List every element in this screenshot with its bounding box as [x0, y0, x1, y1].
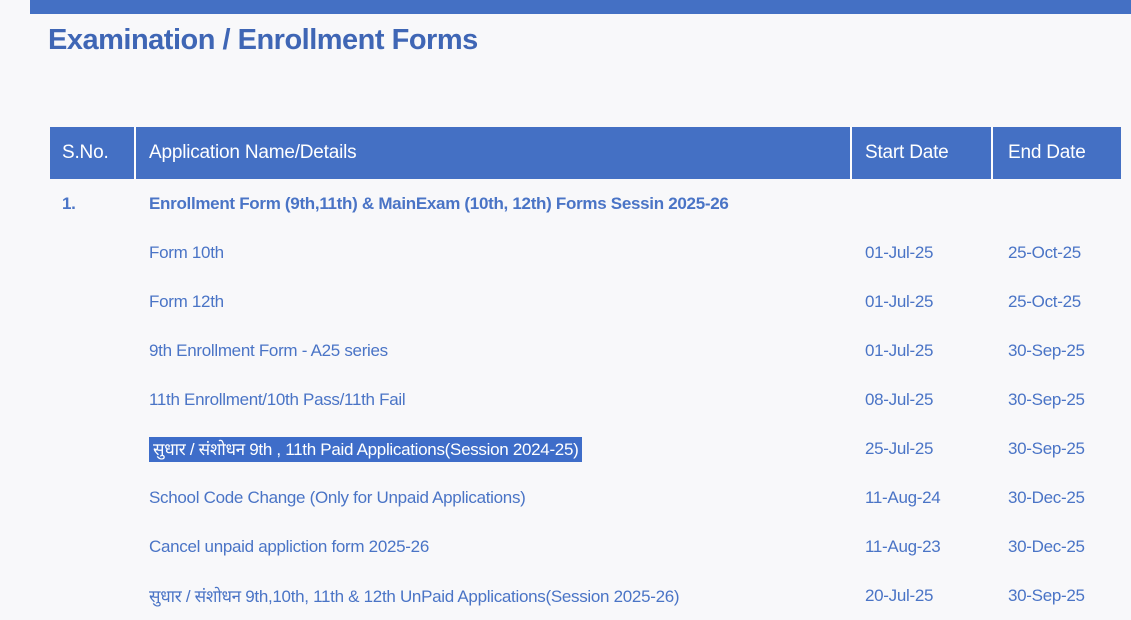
application-name-link[interactable]: Cancel unpaid appliction form 2025-26 — [149, 536, 429, 556]
serial-number: 1. — [62, 193, 76, 213]
application-name-cell: Cancel unpaid appliction form 2025-26 — [136, 537, 852, 557]
end-date: 30-Sep-25 — [1008, 438, 1085, 458]
table-row: सुधार / संशोधन 9th , 11th Paid Applicati… — [50, 424, 1121, 473]
start-date: 25-Jul-25 — [865, 438, 934, 458]
top-accent-bar — [30, 0, 1131, 14]
application-name-link[interactable]: Form 12th — [149, 291, 224, 311]
application-name-link[interactable]: 11th Enrollment/10th Pass/11th Fail — [149, 389, 406, 409]
start-date: 11-Aug-24 — [865, 487, 941, 507]
column-header-end: End Date — [1008, 142, 1086, 163]
table-body: 1. Enrollment Form (9th,11th) & MainExam… — [50, 179, 1121, 620]
start-date: 11-Aug-23 — [865, 536, 941, 556]
application-name-link[interactable]: सुधार / संशोधन 9th , 11th Paid Applicati… — [149, 437, 583, 462]
start-date: 08-Jul-25 — [865, 389, 934, 409]
column-header-name: Application Name/Details — [136, 127, 852, 179]
table-row: Form 10th 01-Jul-25 25-Oct-25 — [50, 228, 1121, 277]
application-name-link[interactable]: School Code Change (Only for Unpaid Appl… — [149, 487, 526, 507]
end-date: 30-Dec-25 — [1008, 536, 1085, 556]
page-title: Examination / Enrollment Forms — [48, 24, 478, 56]
table-row: 11th Enrollment/10th Pass/11th Fail 08-J… — [50, 375, 1121, 424]
end-date: 30-Sep-25 — [1008, 389, 1085, 409]
table-row: Form 12th 01-Jul-25 25-Oct-25 — [50, 277, 1121, 326]
table-row: सुधार / संशोधन 9th,10th, 11th & 12th UnP… — [50, 571, 1121, 620]
application-name-link[interactable]: Enrollment Form (9th,11th) & MainExam (1… — [149, 193, 729, 213]
forms-table: S.No. Application Name/Details Start Dat… — [50, 127, 1121, 620]
application-name-cell: 9th Enrollment Form - A25 series — [136, 341, 852, 361]
application-name-link[interactable]: सुधार / संशोधन 9th,10th, 11th & 12th UnP… — [149, 587, 680, 606]
end-date: 30-Dec-25 — [1008, 487, 1085, 507]
end-date: 25-Oct-25 — [1008, 291, 1081, 311]
table-row: School Code Change (Only for Unpaid Appl… — [50, 473, 1121, 522]
application-name-cell: Form 10th — [136, 243, 852, 263]
table-row: 9th Enrollment Form - A25 series 01-Jul-… — [50, 326, 1121, 375]
table-header-row: S.No. Application Name/Details Start Dat… — [50, 127, 1121, 179]
start-date: 01-Jul-25 — [865, 242, 934, 262]
end-date: 25-Oct-25 — [1008, 242, 1081, 262]
column-header-start: Start Date — [852, 127, 993, 179]
application-name-link[interactable]: 9th Enrollment Form - A25 series — [149, 340, 388, 360]
application-name-cell: School Code Change (Only for Unpaid Appl… — [136, 488, 852, 508]
start-date: 01-Jul-25 — [865, 291, 934, 311]
application-name-cell: Enrollment Form (9th,11th) & MainExam (1… — [136, 194, 852, 214]
end-date: 30-Sep-25 — [1008, 340, 1085, 360]
application-name-link[interactable]: Form 10th — [149, 242, 224, 262]
table-row: Cancel unpaid appliction form 2025-26 11… — [50, 522, 1121, 571]
start-date: 20-Jul-25 — [865, 585, 934, 605]
application-name-cell: सुधार / संशोधन 9th,10th, 11th & 12th UnP… — [136, 584, 852, 607]
column-header-sno: S.No. — [50, 127, 136, 179]
end-date: 30-Sep-25 — [1008, 585, 1085, 605]
application-name-cell: Form 12th — [136, 292, 852, 312]
application-name-cell: 11th Enrollment/10th Pass/11th Fail — [136, 390, 852, 410]
start-date: 01-Jul-25 — [865, 340, 934, 360]
application-name-cell: सुधार / संशोधन 9th , 11th Paid Applicati… — [136, 437, 852, 462]
table-row: 1. Enrollment Form (9th,11th) & MainExam… — [50, 179, 1121, 228]
